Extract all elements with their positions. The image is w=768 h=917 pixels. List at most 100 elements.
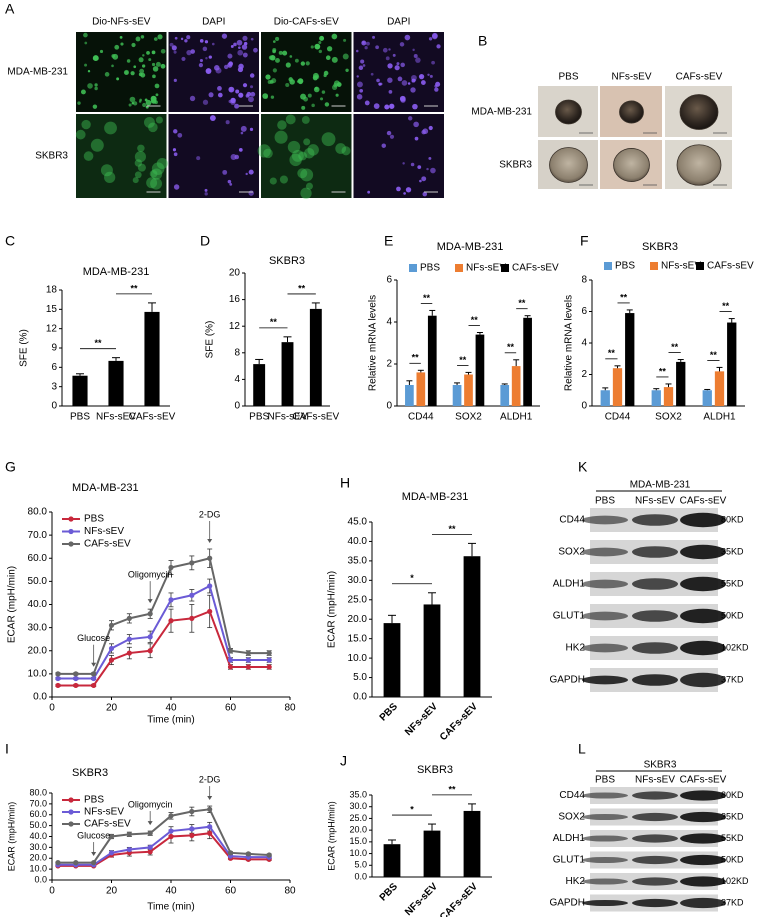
x-tick-label: CD44 <box>605 412 631 423</box>
legend-marker <box>68 809 74 815</box>
cell <box>128 103 132 107</box>
blot-band <box>632 546 678 558</box>
cell <box>235 89 240 94</box>
point <box>108 657 115 663</box>
cell <box>111 64 114 68</box>
bar <box>475 334 485 406</box>
point <box>73 671 79 677</box>
panel-letter: D <box>200 233 210 249</box>
significance-label: * <box>410 804 414 814</box>
cell <box>274 130 288 144</box>
significance-label: ** <box>448 524 456 534</box>
cell <box>155 116 163 124</box>
legend-marker <box>68 516 74 522</box>
significance-label: ** <box>448 784 456 794</box>
cell <box>205 57 208 60</box>
cell <box>160 48 166 54</box>
cell <box>151 62 156 67</box>
size-label: 50KD <box>721 854 744 864</box>
cell <box>356 94 363 100</box>
cell <box>407 116 413 121</box>
cell <box>114 44 120 50</box>
point <box>266 650 272 656</box>
x-tick-label: 0 <box>49 703 55 714</box>
cell <box>142 102 147 108</box>
point <box>147 830 153 836</box>
cell <box>434 87 439 92</box>
cell <box>319 35 325 41</box>
cell <box>318 49 323 54</box>
cell <box>245 172 248 176</box>
blot-band <box>632 812 678 822</box>
arrow-head <box>91 852 97 857</box>
cell <box>413 54 418 58</box>
panel-letter: A <box>5 1 15 17</box>
cell <box>144 116 155 128</box>
cell <box>381 143 387 148</box>
x-tick-label: 80 <box>284 886 296 897</box>
x-tick-label: 20 <box>106 703 118 714</box>
panel-letter: B <box>478 33 487 49</box>
cell <box>130 71 135 76</box>
cell <box>297 168 308 179</box>
cell <box>104 72 110 77</box>
bar <box>423 604 441 697</box>
cell <box>396 62 400 66</box>
cell <box>148 122 158 133</box>
cell <box>389 134 395 139</box>
panel-letter: G <box>5 459 16 475</box>
bar <box>676 361 686 406</box>
point <box>55 682 61 689</box>
series-line <box>57 832 270 867</box>
spheroid <box>679 94 719 130</box>
cell <box>171 45 177 51</box>
point <box>55 860 61 866</box>
cell <box>137 163 146 172</box>
cell <box>242 35 248 41</box>
cell <box>415 57 421 63</box>
chart-title: SKBR3 <box>417 764 453 776</box>
protein-label: SOX2 <box>558 547 585 558</box>
significance-label: ** <box>608 348 616 358</box>
protein-label: ALDH1 <box>553 579 586 590</box>
point <box>245 657 251 663</box>
cell <box>94 86 98 91</box>
cell <box>146 177 158 189</box>
bar <box>663 387 674 406</box>
x-tick-label: 60 <box>225 703 237 714</box>
row-label: SKBR3 <box>499 160 532 171</box>
cell <box>310 45 314 49</box>
y-tick-label: 12 <box>46 323 58 334</box>
cell <box>314 86 318 90</box>
cell <box>272 49 276 54</box>
blot-band <box>680 790 726 801</box>
blot-band <box>582 611 628 621</box>
cell <box>300 187 312 199</box>
column-label: Dio-NFs-sEV <box>92 17 151 28</box>
blot-band <box>680 897 726 909</box>
cell <box>208 55 212 59</box>
series-line <box>57 584 270 680</box>
cell <box>75 129 86 140</box>
legend-label: PBS <box>420 263 440 274</box>
cell <box>204 188 208 192</box>
cell <box>271 78 277 84</box>
cell <box>198 63 204 68</box>
cell <box>379 82 383 86</box>
y-tick-label: 80.0 <box>28 507 48 518</box>
point <box>147 634 153 640</box>
size-label: 55KD <box>721 833 744 843</box>
x-tick-label: 40 <box>165 703 177 714</box>
cell <box>345 68 349 72</box>
cell <box>253 47 258 53</box>
y-tick-label: 15.0 <box>348 633 368 644</box>
bar <box>144 311 160 406</box>
cell <box>427 73 430 76</box>
cell <box>249 73 255 78</box>
bar <box>405 385 414 406</box>
blot-band <box>680 544 726 560</box>
cell <box>173 152 178 157</box>
cell <box>405 187 412 193</box>
blot-band <box>582 675 628 685</box>
row-label: MDA-MB-231 <box>471 107 532 118</box>
